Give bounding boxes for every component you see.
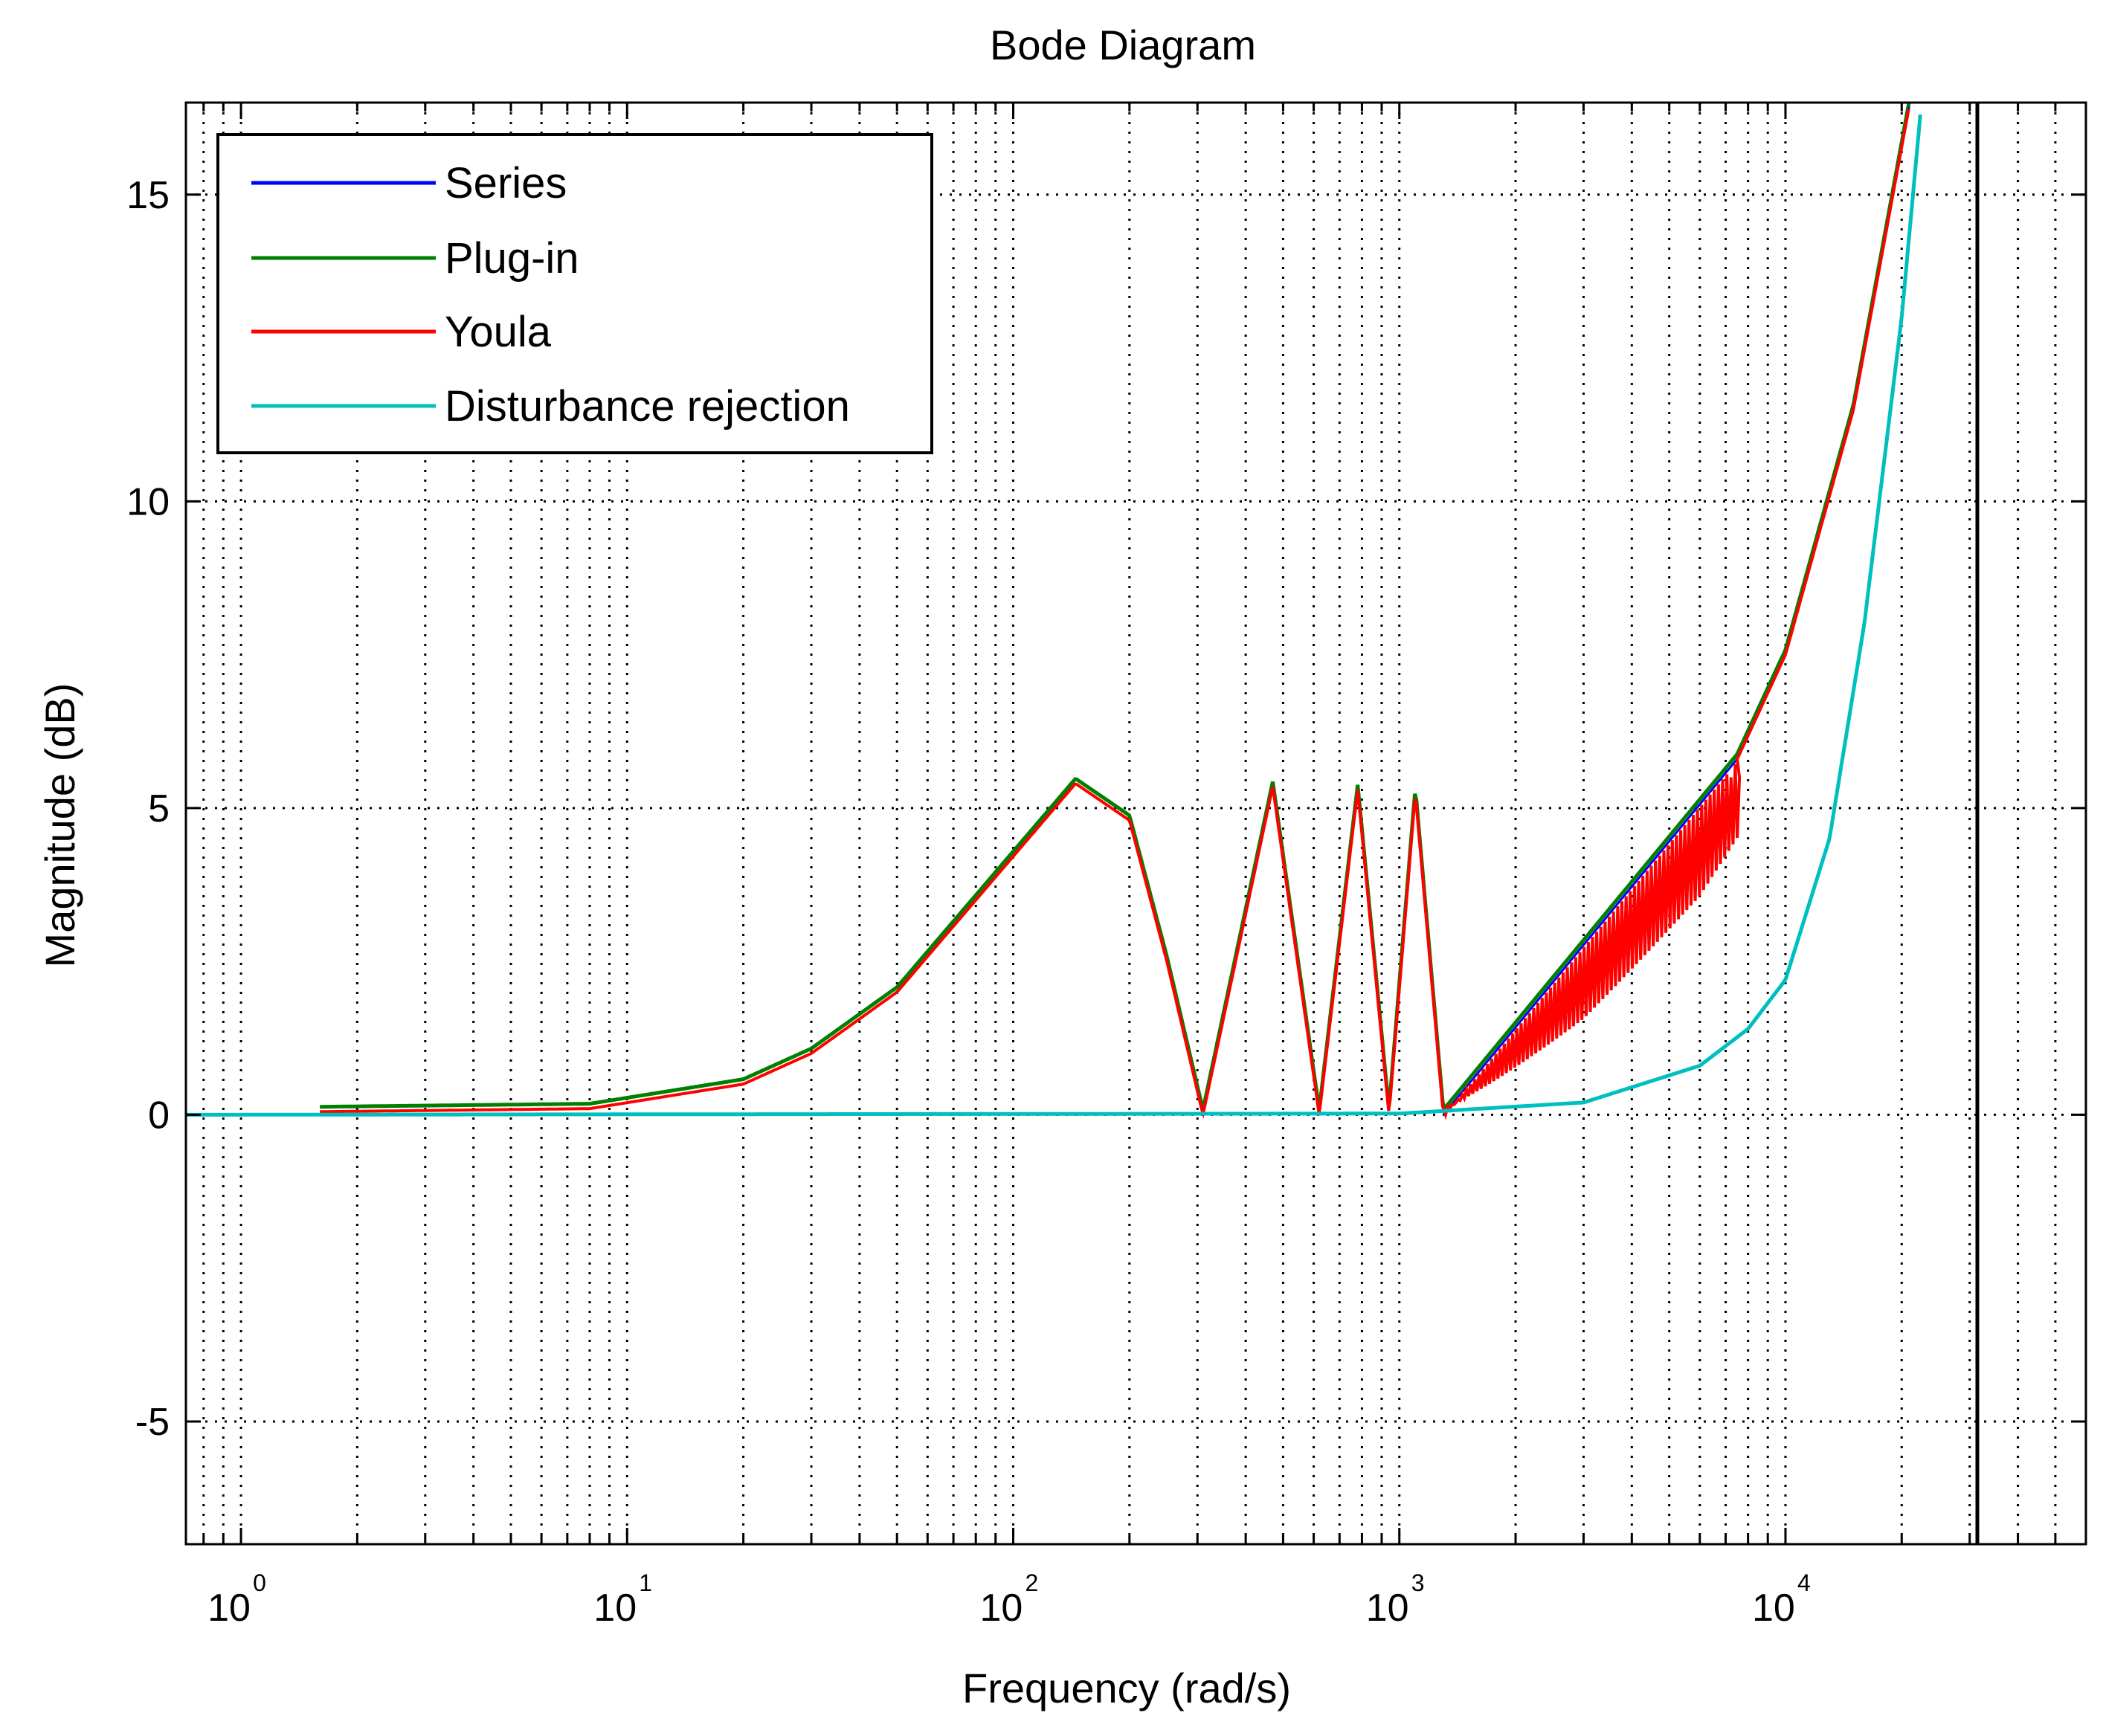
y-tick-label: 10	[126, 480, 170, 523]
x-tick-label-exponent: 4	[1797, 1569, 1811, 1596]
x-tick-label-exponent: 3	[1411, 1569, 1425, 1596]
legend-label: Disturbance rejection	[445, 382, 850, 430]
series-lines	[186, 103, 1922, 1120]
x-tick-label-base: 10	[980, 1587, 1023, 1630]
disturbance-rejection-line	[186, 114, 1922, 1117]
legend-label: Youla	[445, 308, 552, 356]
legend-label: Series	[445, 159, 567, 207]
chart-title: Bode Diagram	[990, 22, 1256, 68]
y-tick-label: 0	[148, 1094, 170, 1137]
y-tick-label: 5	[148, 787, 170, 830]
x-tick-label-base: 10	[1752, 1587, 1795, 1630]
x-tick-label-base: 10	[1366, 1587, 1409, 1630]
y-tick-label: 15	[126, 174, 170, 217]
axes-frame	[184, 101, 2087, 1546]
ticks	[186, 103, 2087, 1544]
x-tick-label-exponent: 0	[253, 1569, 266, 1596]
x-tick-label-base: 10	[593, 1587, 637, 1630]
x-tick-label-exponent: 1	[639, 1569, 652, 1596]
legend-label: Plug-in	[445, 234, 579, 283]
legend: Series Plug-in Youla Disturbance rejection	[216, 133, 933, 454]
x-axis-label: Frequency (rad/s)	[962, 1665, 1291, 1711]
x-tick-label-exponent: 2	[1025, 1569, 1039, 1596]
y-tick-label: -5	[135, 1401, 170, 1444]
plug-in-line	[320, 103, 1911, 1115]
plot-area	[184, 101, 2087, 1546]
x-tick-label-base: 10	[207, 1587, 251, 1630]
youla-line	[320, 109, 1910, 1120]
legend-box	[216, 133, 933, 454]
y-axis-label: Magnitude (dB)	[36, 683, 83, 968]
